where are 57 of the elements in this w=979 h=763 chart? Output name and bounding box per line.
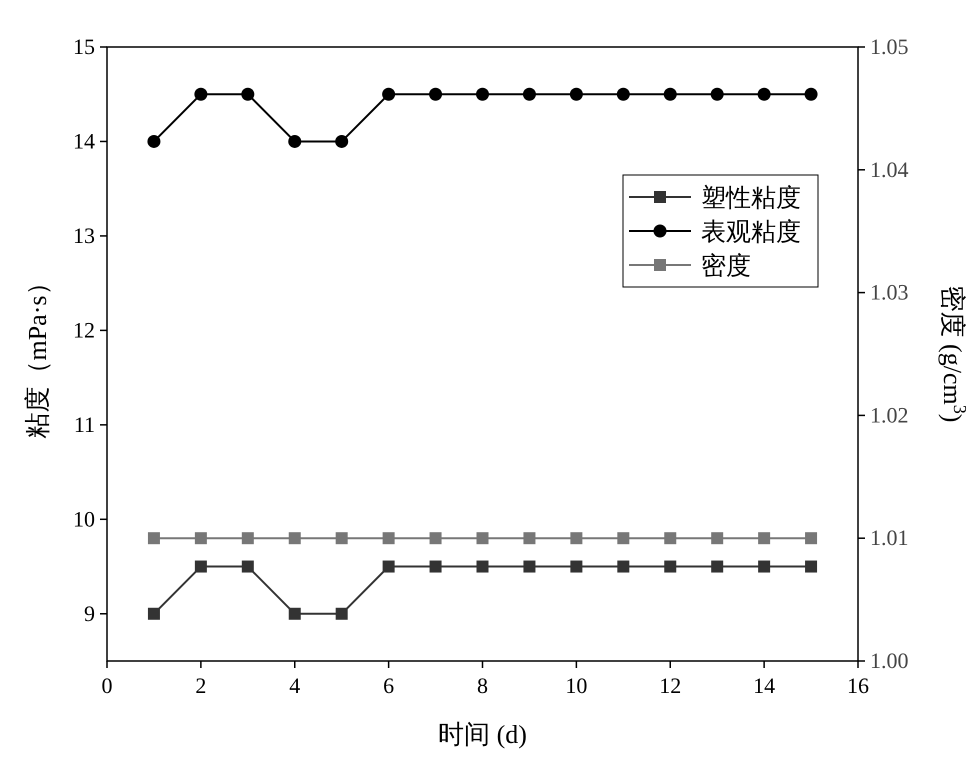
point <box>382 560 395 573</box>
point <box>241 88 254 101</box>
x-tick-label: 6 <box>383 673 394 698</box>
point <box>288 608 301 620</box>
x-tick-label: 2 <box>195 673 206 698</box>
x-tick-label: 10 <box>565 673 588 698</box>
point <box>430 560 442 573</box>
y2-tick-label: 1.02 <box>870 402 908 428</box>
point <box>758 88 771 101</box>
point <box>288 134 302 148</box>
y2-tick-label: 1.05 <box>870 34 908 59</box>
y2-tick-label: 1.00 <box>870 648 908 673</box>
x-tick-label: 4 <box>289 673 300 698</box>
point <box>710 88 724 101</box>
point <box>429 88 442 101</box>
point <box>664 560 676 573</box>
y-tick-label: 12 <box>73 317 95 342</box>
legend-label: 塑性粘度 <box>701 184 801 212</box>
point <box>570 560 582 573</box>
y-axis-title: 粘度（mPa·s） <box>23 270 52 438</box>
legend-label: 表观粘度 <box>701 218 801 246</box>
x-tick-label: 8 <box>477 673 488 698</box>
point <box>617 560 630 573</box>
point <box>194 560 207 573</box>
x-tick-label: 14 <box>753 673 776 698</box>
y2-tick-label: 1.03 <box>870 280 908 305</box>
point <box>664 88 677 101</box>
y-tick-label: 15 <box>73 34 95 59</box>
point <box>382 88 396 101</box>
x-tick-label: 12 <box>659 673 682 698</box>
x-tick-label: 0 <box>102 673 112 698</box>
y-tick-label: 9 <box>84 600 95 626</box>
y2-tick-label: 1.01 <box>870 525 908 550</box>
point <box>147 134 160 148</box>
point <box>148 608 160 620</box>
y-tick-label: 14 <box>73 128 95 154</box>
point <box>476 560 488 573</box>
point <box>805 560 818 573</box>
y-tick-label: 13 <box>73 222 95 248</box>
y-tick-label: 11 <box>74 412 95 437</box>
point <box>711 560 724 573</box>
point <box>616 88 630 101</box>
point <box>522 88 536 101</box>
point <box>242 560 254 573</box>
y2-tick-label: 1.04 <box>870 156 908 182</box>
point <box>758 560 770 573</box>
y-tick-label: 10 <box>73 506 95 532</box>
point <box>804 88 818 101</box>
point <box>523 560 536 573</box>
point <box>570 88 583 101</box>
point <box>335 134 348 148</box>
x-axis-title: 时间 (d) <box>438 720 527 749</box>
point <box>476 88 489 101</box>
legend-label: 密度 <box>701 252 751 280</box>
point <box>336 608 348 620</box>
point <box>194 88 208 101</box>
x-tick-label: 16 <box>847 673 869 698</box>
